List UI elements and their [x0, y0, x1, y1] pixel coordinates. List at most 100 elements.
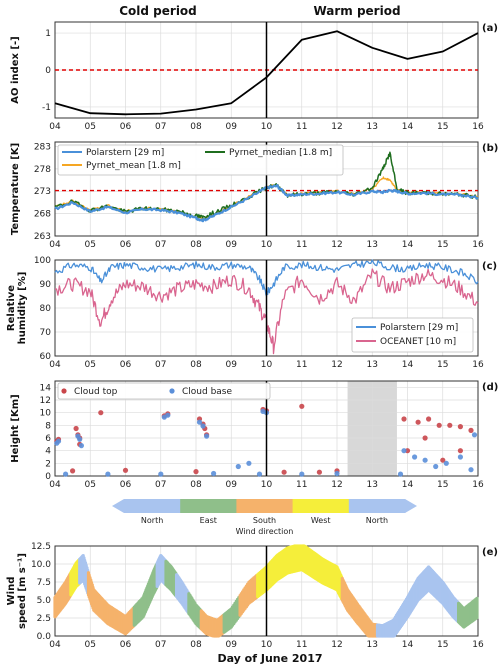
x-tick-label: 08: [190, 640, 202, 650]
x-tick-label: 07: [155, 480, 166, 490]
cloud-point: [422, 435, 428, 441]
cloud-point: [447, 422, 453, 428]
colorbar-tick-label: North: [141, 516, 163, 525]
x-tick-label: 14: [402, 480, 414, 490]
x-tick-label: 10: [261, 240, 273, 250]
x-tick-label: 06: [120, 360, 132, 370]
x-tick-label: 13: [367, 360, 378, 370]
warm-period-header: Warm period: [313, 4, 400, 18]
cloud-point: [193, 469, 199, 475]
cloud-point: [471, 432, 478, 438]
cloud-point: [211, 470, 217, 477]
x-tick-label: 05: [85, 360, 96, 370]
colorbar-segment: [180, 499, 237, 513]
series-line: [55, 268, 479, 355]
legend-box: [57, 144, 344, 176]
cloud-point: [70, 468, 76, 474]
cloud-point: [457, 424, 463, 430]
y-axis-label: Relative: [6, 285, 17, 331]
x-tick-label: 13: [367, 122, 378, 132]
y-tick-label: 278: [34, 165, 51, 175]
x-tick-label: 14: [402, 122, 414, 132]
y-tick-label: 8: [45, 421, 51, 431]
legend-label: Pyrnet_median [1.8 m]: [229, 148, 332, 158]
y-tick-label: 12.5: [31, 542, 51, 552]
cloud-point: [246, 460, 252, 466]
x-tick-label: 16: [472, 122, 484, 132]
cloud-point: [73, 425, 79, 432]
x-tick-label: 16: [472, 240, 484, 250]
cloud-point: [422, 457, 428, 463]
cloud-point: [196, 419, 203, 425]
y-tick-label: 4: [45, 447, 51, 457]
x-tick-label: 11: [296, 240, 307, 250]
colorbar-tick-label: East: [200, 516, 217, 525]
cloud-point: [299, 403, 305, 409]
cloud-point: [433, 463, 439, 470]
x-tick-label: 14: [402, 640, 414, 650]
x-tick-label: 15: [437, 480, 448, 490]
x-tick-label: 06: [120, 480, 132, 490]
panel-label: (b): [482, 143, 498, 154]
cloud-point: [468, 467, 474, 473]
x-tick-label: 15: [437, 122, 448, 132]
panel-label: (a): [482, 23, 498, 34]
panel-label: (e): [482, 547, 498, 558]
y-axis-label: humidity [%]: [17, 272, 28, 345]
cloud-point: [77, 436, 83, 442]
x-tick-label: 10: [261, 122, 273, 132]
cloud-point: [165, 412, 171, 418]
y-tick-label: 0.0: [37, 632, 52, 642]
x-tick-label: 07: [155, 640, 166, 650]
x-tick-label: 16: [472, 360, 484, 370]
x-tick-label: 06: [120, 640, 132, 650]
cloud-point: [334, 470, 340, 477]
y-axis-label: AO index [-]: [10, 36, 21, 103]
legend-label: Cloud top: [74, 387, 118, 397]
x-tick-label: 12: [331, 240, 342, 250]
x-tick-label: 04: [49, 360, 61, 370]
cloud-point: [440, 457, 446, 463]
wind-direction-colorbar: North East South West North Wind direction: [112, 499, 417, 536]
x-tick-label: 14: [402, 240, 414, 250]
cloud-point: [105, 471, 111, 477]
y-tick-label: 2: [45, 459, 51, 469]
y-tick-label: -1: [42, 103, 51, 113]
x-tick-label: 10: [261, 640, 273, 650]
y-tick-label: 100: [34, 256, 51, 266]
x-tick-label: 15: [437, 240, 448, 250]
y-tick-label: 10.0: [31, 560, 51, 570]
y-axis-label: speed [m s⁻¹]: [17, 553, 28, 629]
legend-box: [57, 382, 271, 400]
x-tick-label: 12: [331, 480, 342, 490]
cloud-point: [256, 471, 263, 477]
x-tick-label: 09: [226, 240, 238, 250]
colorbar-tick-label: South: [253, 516, 276, 525]
cloud-point: [468, 427, 474, 433]
y-tick-label: 80: [40, 304, 52, 314]
x-axis-label: Day of June 2017: [217, 652, 322, 665]
panel-c-humidity: 04 05 06 07 08 09 10 11 12 13 14 15 16 100 90 80 70 60 Rel…: [6, 256, 497, 370]
y-tick-label: 2.5: [37, 614, 51, 624]
cloud-point: [200, 423, 206, 429]
x-tick-label: 13: [367, 240, 378, 250]
x-tick-label: 06: [120, 122, 132, 132]
cloud-point: [397, 471, 404, 477]
cloud-point: [436, 422, 442, 428]
colorbar-tick-label: West: [311, 516, 331, 525]
x-tick-label: 05: [85, 122, 96, 132]
x-tick-label: 07: [155, 122, 166, 132]
x-tick-label: 07: [155, 240, 166, 250]
cloud-point: [78, 443, 84, 449]
x-tick-label: 11: [296, 122, 307, 132]
legend-box: [351, 317, 474, 353]
x-tick-label: 09: [226, 360, 238, 370]
y-tick-label: 1: [45, 29, 51, 39]
series-line: [54, 184, 479, 223]
y-tick-label: 90: [40, 280, 52, 290]
x-tick-label: 06: [120, 240, 132, 250]
x-tick-label: 10: [261, 360, 273, 370]
x-tick-label: 11: [296, 480, 307, 490]
x-tick-label: 12: [331, 122, 342, 132]
